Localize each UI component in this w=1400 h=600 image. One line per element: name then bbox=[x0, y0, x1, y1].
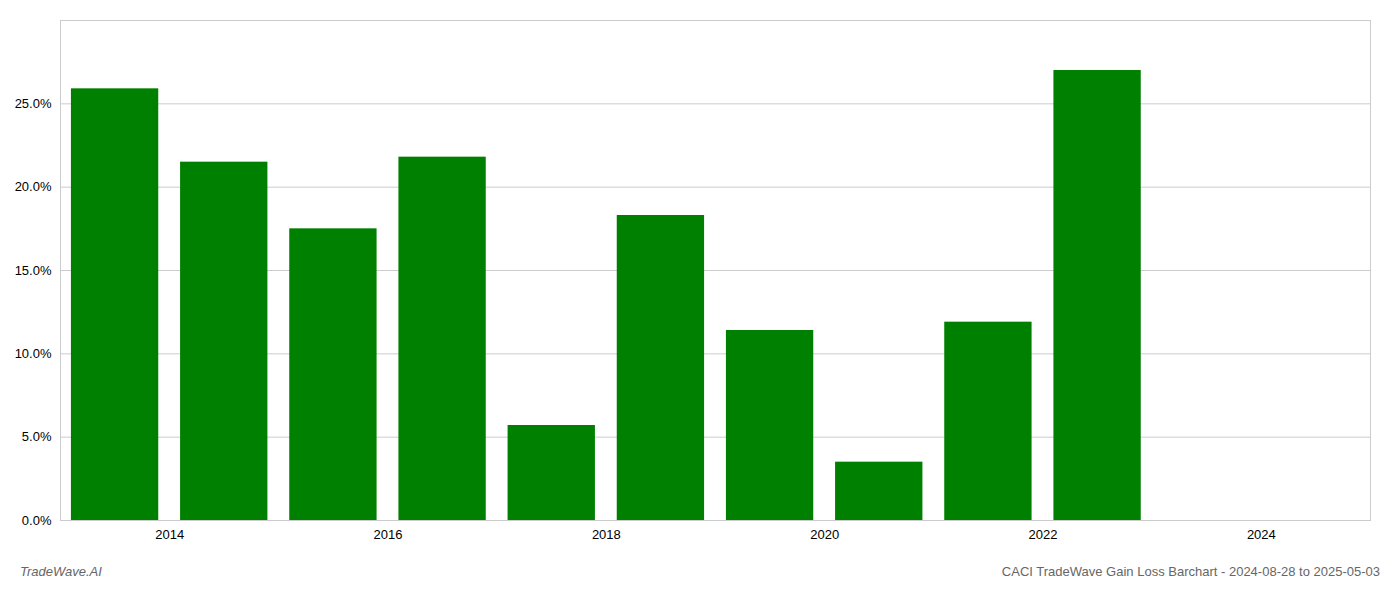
html-text:CACI TradeWave Gain Loss Barch: CACI TradeWave Gain Loss Barchart - 2024… bbox=[1001, 564, 1380, 579]
svg-text:2014: 2014 bbox=[155, 527, 184, 542]
svg-text:2018: 2018 bbox=[592, 527, 621, 542]
svg-text:10.0%: 10.0% bbox=[15, 346, 52, 361]
svg-text:20.0%: 20.0% bbox=[15, 179, 52, 194]
svg-text:2016: 2016 bbox=[374, 527, 403, 542]
svg-text:15.0%: 15.0% bbox=[15, 263, 52, 278]
svg-text:2022: 2022 bbox=[1029, 527, 1058, 542]
html-text:TradeWave.AI: TradeWave.AI bbox=[20, 564, 102, 579]
svg-text:5.0%: 5.0% bbox=[22, 429, 52, 444]
svg-text:25.0%: 25.0% bbox=[15, 96, 52, 111]
svg-text:2020: 2020 bbox=[810, 527, 839, 542]
svg-text:0.0%: 0.0% bbox=[22, 513, 52, 528]
svg-text:2024: 2024 bbox=[1247, 527, 1276, 542]
